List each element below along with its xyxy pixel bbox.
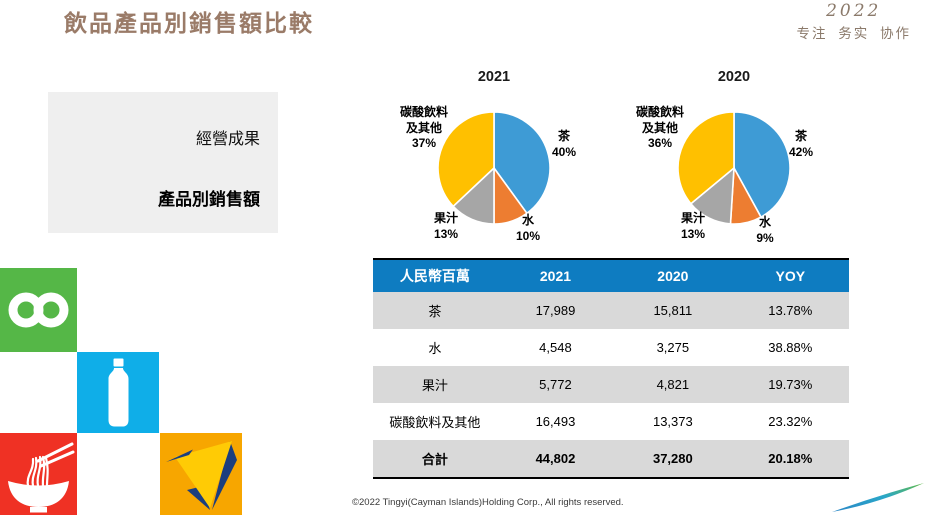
table-row: 碳酸飲料及其他 16,493 13,373 23.32% [373,403,849,440]
table-row: 茶 17,989 15,811 13.78% [373,292,849,329]
infinity-tile [0,268,77,352]
pie-2020-label-water: 水 9% [756,215,774,245]
table-row: 水 4,548 3,275 38.88% [373,329,849,366]
sales-table: 人民幣百萬 2021 2020 YOY 茶 17,989 15,811 13.78% 水 4,5… [373,258,849,479]
row-label: 茶 [428,304,442,319]
section-panel: 經營成果 產品別銷售額 [48,92,278,233]
cell-value: 5,772 [539,377,572,392]
cell-value: 37,280 [652,451,693,466]
plane-top-accent [166,449,193,462]
column-header: YOY [775,268,806,284]
copyright-text: ©2022 Tingyi(Cayman Islands)Holding Corp… [352,497,624,508]
brand-year: 2022 [826,1,882,21]
pie-2020-label-juice: 果汁 13% [680,211,706,241]
cell-value: 23.32% [768,414,813,429]
pie-2020-title: 2020 [717,69,751,85]
pie-2021-label-carbonated: 碳酸飲料及其他 37% [399,105,448,150]
swoosh-decoration [832,483,924,512]
cell-value: 17,989 [535,303,576,318]
pie-chart-2021 [437,111,551,225]
row-label: 合計 [421,452,448,467]
page-label: 產品別銷售額 [158,190,260,209]
column-header: 人民幣百萬 [399,268,470,284]
cell-value: 3,275 [656,340,690,355]
infinity-icon [8,292,69,328]
paper-plane-tile [160,433,242,515]
brand-tagline: 专注 务实 协作 [796,26,911,41]
column-header: 2020 [657,268,689,284]
section-label: 經營成果 [195,131,260,148]
noodle-bowl-icon [8,442,75,513]
row-label: 水 [428,341,442,356]
paper-plane-icon [166,441,237,510]
pie-2021-label-tea: 茶 40% [551,129,577,159]
noodle-bowl-tile [0,433,77,515]
cell-value: 4,548 [539,340,572,355]
cell-value: 38.88% [768,340,813,355]
pie-chart-2020 [677,111,791,225]
row-label: 碳酸飲料及其他 [389,415,481,430]
cell-value: 13,373 [652,414,693,429]
pie-2021-label-water: 水 10% [515,213,541,243]
cell-value: 44,802 [535,451,576,466]
pie-2021-label-juice: 果汁 13% [433,211,459,241]
cell-value: 19.73% [768,377,813,392]
plane-right-accent [212,441,237,510]
cell-value: 16,493 [535,414,576,429]
pie-slice-碳酸飲料及其他 [437,111,495,208]
brand-block: 2022 专注 务实 协作 [796,1,911,42]
sales-table-body: 茶 17,989 15,811 13.78% 水 4,548 3,275 38.88% 果汁 5,… [373,292,849,478]
cell-value: 20.18% [768,451,813,466]
cell-value: 4,821 [656,377,690,392]
table-row: 果汁 5,772 4,821 19.73% [373,366,849,403]
bottle-tile [77,352,159,433]
pie-2021-title: 2021 [477,69,511,85]
pie-slice-茶 [733,111,791,219]
pie-2020-label-tea: 茶 42% [788,129,814,159]
water-bottle-icon [108,358,129,427]
pie-slice-碳酸飲料及其他 [677,111,735,205]
row-label: 果汁 [421,378,448,393]
plane-body [175,441,232,508]
page-title: 飲品產品別銷售額比較 [64,10,314,36]
pie-2020-label-carbonated: 碳酸飲料及其他 36% [635,105,684,150]
pie-slice-茶 [493,111,551,215]
cell-value: 15,811 [653,303,693,318]
column-header: 2021 [539,268,572,284]
cell-value: 13.78% [768,303,813,318]
table-row: 合計 44,802 37,280 20.18% [373,440,849,478]
table-header-row: 人民幣百萬 2021 2020 YOY [373,259,849,292]
